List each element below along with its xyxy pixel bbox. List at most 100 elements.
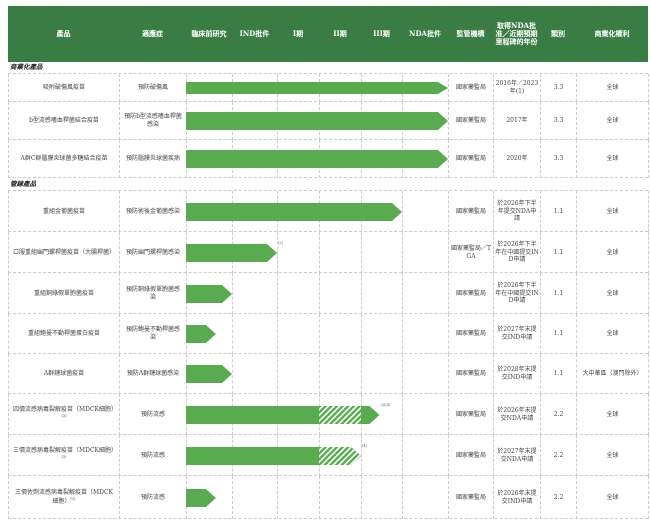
- stage-1: [277, 314, 319, 354]
- progress-bar: [186, 202, 402, 221]
- cell-text: 國家藥監局: [455, 155, 486, 163]
- stage-ind: [232, 273, 277, 314]
- product-name: 重組銅綠假單胞菌疫苗: [8, 273, 119, 314]
- indication: 預防銅綠假單胞菌感染: [119, 273, 186, 314]
- stage-nda: [402, 191, 448, 232]
- rights: 全球: [576, 74, 649, 102]
- stage-3: [361, 314, 402, 354]
- class: 1.1: [540, 273, 576, 314]
- cell-text: 預防b型流感嗜血桿菌感染: [124, 113, 182, 128]
- row-divider: [8, 518, 648, 519]
- bar-footnote: (2): [278, 240, 283, 245]
- footnote-marker: (3): [70, 497, 76, 501]
- stage-ind: [232, 314, 277, 354]
- section-label: 商業化產品: [10, 63, 43, 71]
- rights: 全球: [576, 102, 649, 140]
- header-4: I期: [292, 28, 304, 38]
- cell-text: 重組金葡菌疫苗: [42, 207, 85, 215]
- progress-bar: [186, 365, 232, 383]
- stage-1: [277, 354, 319, 394]
- regulator: 國家藥監局: [448, 273, 493, 314]
- progress-bar: [186, 488, 216, 507]
- cell-text: 吸附破傷風疫苗: [42, 84, 85, 92]
- stage-nda: [402, 354, 448, 394]
- cell-text: 預防鮑曼不動桿菌感染: [125, 326, 180, 341]
- bar-arrow: [186, 150, 448, 168]
- cell-text: 國家藥監局: [455, 207, 486, 215]
- progress-bar: [186, 243, 277, 262]
- cell-text: 2.2: [553, 451, 564, 459]
- class: 2.2: [540, 435, 576, 476]
- cell-text: 3.3: [553, 155, 564, 163]
- stage-3: [361, 476, 402, 519]
- progress-bar: [186, 82, 448, 94]
- regulator: 國家藥監局: [448, 102, 493, 140]
- stage-ind: [232, 354, 277, 394]
- header-0: 產品: [56, 28, 71, 38]
- cell-text: 國家藥監局: [455, 289, 486, 297]
- progress-bar: [186, 284, 232, 303]
- table-row: A群鏈球菌疫苗 預防A群鏈球菌感染 國家藥監局 於2028年末提交IND申請 1.1 大中…: [8, 353, 649, 394]
- cell-text: 於2027年末提交IND申請: [497, 326, 537, 341]
- milestone: 於2026年下半年在中國提交IND申請: [493, 232, 540, 273]
- stage-nda: [402, 476, 448, 519]
- progress-bar: [186, 150, 448, 168]
- cell-text: 1.1: [553, 370, 564, 378]
- indication: 預防腦膜炎球菌疾病: [119, 140, 186, 178]
- table-row: 吸附破傷風疫苗 預防破傷風 國家藥監局 2016年／2023年(1) 3.3 全球: [8, 73, 649, 102]
- rights: 全球: [576, 314, 649, 354]
- class: 2.2: [540, 476, 576, 519]
- product-name: A群C群腦膜炎球菌多糖結合疫苗: [8, 140, 119, 178]
- cell-text: 國家藥監局: [455, 117, 486, 125]
- row-divider: [8, 177, 648, 178]
- cell-text: 三價佐劑流感病毒裂解疫苗（MDCK細胞）(3): [14, 489, 114, 505]
- cell-text: 國家藥監局: [455, 84, 486, 92]
- class: 2.2: [540, 394, 576, 435]
- class: 1.1: [540, 191, 576, 232]
- cell-text: 三價流感病毒裂解疫苗（MDCK細胞）(3): [13, 447, 118, 459]
- cell-text: 於2026年末提交NDA申請: [497, 406, 537, 422]
- cell-text: 3.3: [553, 117, 564, 125]
- milestone: 2020年: [493, 140, 540, 178]
- milestone: 於2027年末提交NDA申請: [493, 435, 540, 476]
- class: 3.3: [540, 140, 576, 178]
- class: 1.1: [540, 232, 576, 273]
- cell-text: 預防流感: [140, 451, 165, 459]
- cell-text: 預防破傷風: [137, 84, 168, 92]
- indication: 預防流感: [119, 435, 186, 476]
- section-label: 管線產品: [10, 180, 36, 188]
- regulator: 國家藥監局: [448, 476, 493, 519]
- cell-text: 2016年／2023年(1): [495, 80, 539, 95]
- bar-arrow: [186, 82, 448, 94]
- cell-text: 大中華區（澳門除外）: [582, 370, 643, 378]
- table-row: 口服重組幽門螺桿菌疫苗（大腸桿菌） 預防幽門螺桿菌感染 國家藥監局／TGA 於2026…: [8, 231, 649, 273]
- stage-ind: [232, 476, 277, 519]
- bar-arrow: [186, 202, 402, 221]
- footnote-marker: (3): [61, 414, 67, 418]
- milestone: 2016年／2023年(1): [493, 74, 540, 102]
- cell-text: 預防流感: [140, 493, 165, 501]
- bar-arrow: [186, 488, 216, 507]
- stage-2: [319, 314, 361, 354]
- header-1: 適應症: [142, 28, 163, 38]
- table-row: 三價佐劑流感病毒裂解疫苗（MDCK細胞）(3) 預防流感 國家藥監局 於2026年末提…: [8, 475, 649, 519]
- table-header: 產品 適應症 臨床前研究 IND批件 I期 II期 III期 NDA批件 監管機構 取得NDA批准…: [8, 6, 648, 62]
- cell-text: 2020年: [506, 155, 528, 163]
- cell-text: b型流感嗜血桿菌結合疫苗: [29, 117, 99, 125]
- regulator: 國家藥監局: [448, 394, 493, 435]
- stage-nda: [402, 394, 448, 435]
- regulator: 國家藥監局／TGA: [448, 232, 493, 273]
- cell-text: 重組鮑曼不動桿菌蛋白疫苗: [27, 330, 100, 338]
- table-row: 重組銅綠假單胞菌疫苗 預防銅綠假單胞菌感染 國家藥監局 於2026年下半年在中國提交I…: [8, 272, 649, 314]
- stage-3: [361, 273, 402, 314]
- regulator: 國家藥監局: [448, 435, 493, 476]
- bar-arrow: [186, 365, 232, 383]
- bar-arrow: [186, 325, 216, 343]
- cell-text: 預防腦膜炎球菌疾病: [125, 155, 180, 163]
- stage-nda: [402, 273, 448, 314]
- cell-text: 國家藥監局: [455, 493, 486, 501]
- cell-text: 預防A群鏈球菌感染: [126, 370, 180, 378]
- cell-text: 口服重組幽門螺桿菌疫苗（大腸桿菌）: [13, 248, 116, 256]
- class: 3.3: [540, 102, 576, 140]
